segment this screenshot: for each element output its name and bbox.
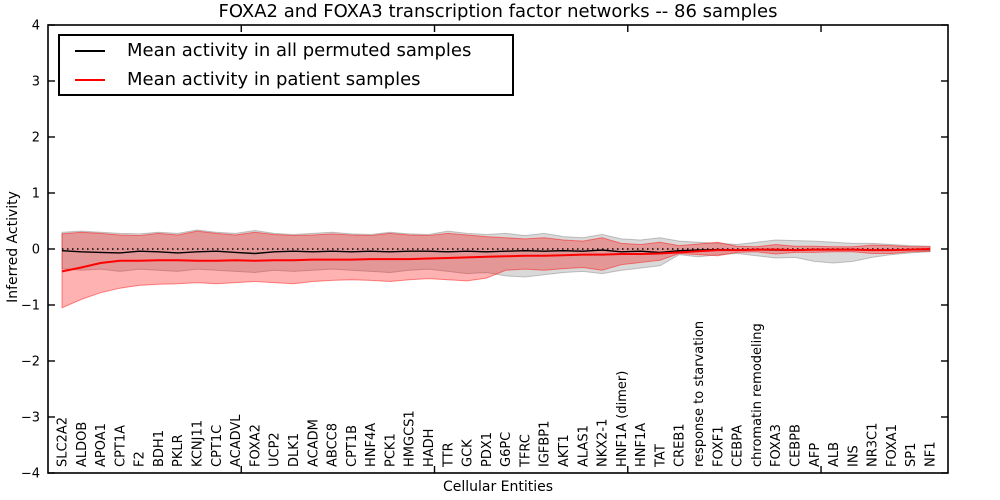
x-category-label: NR3C1 xyxy=(866,423,881,467)
x-category-label: G6PC xyxy=(499,432,514,467)
y-tick-label: 0 xyxy=(32,243,40,258)
x-category-label: APOA1 xyxy=(94,423,109,467)
x-category-label: chromatin remodeling xyxy=(750,323,765,467)
x-category-label: AKT1 xyxy=(557,434,572,467)
legend-item-permuted: Mean activity in all permuted samples xyxy=(60,36,512,65)
x-category-label: CEBPB xyxy=(788,424,803,467)
x-category-label: AFP xyxy=(808,443,823,467)
legend-label-patient: Mean activity in patient samples xyxy=(127,69,421,90)
x-category-label: response to starvation xyxy=(692,321,707,467)
x-category-label: KCNJ11 xyxy=(191,420,206,467)
y-tick-label: −3 xyxy=(21,411,40,426)
x-category-label: HNF1A xyxy=(634,423,649,467)
x-category-label: TTR xyxy=(441,442,456,468)
x-category-label: HNF4A xyxy=(364,423,379,467)
x-category-label: PCK1 xyxy=(383,433,398,467)
x-category-label: CEBPA xyxy=(731,425,746,467)
x-category-label: ACADM xyxy=(306,419,321,467)
x-category-label: ABCC8 xyxy=(326,423,341,467)
y-tick-label: −2 xyxy=(21,355,40,370)
y-tick-label: 4 xyxy=(32,19,40,34)
x-category-label: ALB xyxy=(827,442,842,467)
y-tick-label: −4 xyxy=(21,467,40,482)
legend-item-patient: Mean activity in patient samples xyxy=(60,65,512,94)
legend-line-sample-patient xyxy=(75,78,105,81)
x-category-label: CPT1A xyxy=(113,425,128,467)
x-category-label: INS xyxy=(846,445,861,467)
x-category-label: F2 xyxy=(133,451,148,467)
x-category-label: TAT xyxy=(653,444,668,468)
x-category-label: GCK xyxy=(461,439,476,467)
x-category-label: SLC2A2 xyxy=(56,417,71,467)
x-category-label: CPT1B xyxy=(345,425,360,467)
x-category-label: ALAS1 xyxy=(576,425,591,467)
legend-label-permuted: Mean activity in all permuted samples xyxy=(127,40,472,61)
y-tick-label: −1 xyxy=(21,299,40,314)
x-category-label: PKLR xyxy=(171,434,186,467)
x-category-label: IGFBP1 xyxy=(538,421,553,467)
x-category-label: ACADVL xyxy=(229,414,244,467)
y-axis-label: Inferred Activity xyxy=(5,191,21,303)
x-category-label: DLK1 xyxy=(287,433,302,467)
y-tick-label: 3 xyxy=(32,75,40,90)
x-category-label: NF1 xyxy=(924,442,939,467)
x-category-label: FOXA1 xyxy=(885,424,900,467)
x-category-label: HADH xyxy=(422,429,437,467)
legend-line-sample-permuted xyxy=(75,49,105,52)
x-category-label: TFRC xyxy=(518,434,533,468)
x-category-label: CREB1 xyxy=(673,423,688,467)
x-category-label: BDH1 xyxy=(152,430,167,467)
chart-title: FOXA2 and FOXA3 transcription factor net… xyxy=(218,1,778,22)
x-category-label: FOXF1 xyxy=(711,425,726,467)
x-category-label: FOXA2 xyxy=(248,424,263,467)
y-tick-label: 2 xyxy=(32,131,40,146)
x-category-label: FOXA3 xyxy=(769,424,784,467)
x-category-label: CPT1C xyxy=(210,425,225,467)
patient-mean-line xyxy=(61,248,931,273)
legend: Mean activity in all permuted samples Me… xyxy=(58,34,514,96)
x-category-label: HMGCS1 xyxy=(403,410,418,467)
x-category-label: PDX1 xyxy=(480,432,495,467)
x-category-label: UCP2 xyxy=(268,432,283,467)
x-category-label: SP1 xyxy=(904,443,919,467)
x-category-label: HNF1A (dimer) xyxy=(615,371,630,467)
permuted-samples-range-band xyxy=(61,229,931,278)
y-tick-label: 1 xyxy=(32,187,40,202)
x-axis-label: Cellular Entities xyxy=(442,479,554,495)
x-category-label: ALDOB xyxy=(75,422,90,467)
x-category-label: NKX2-1 xyxy=(596,419,611,467)
